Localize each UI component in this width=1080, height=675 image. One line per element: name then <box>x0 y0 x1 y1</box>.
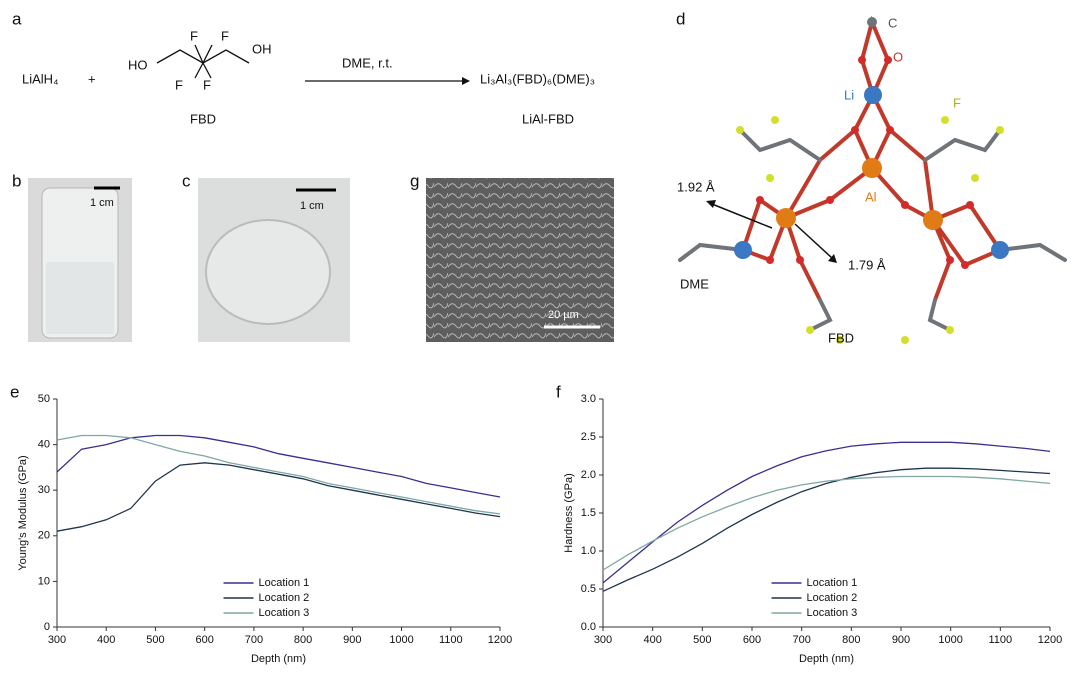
atom-label: F <box>953 95 961 110</box>
panel-label: b <box>12 171 21 190</box>
y-axis-label: Young's Modulus (GPa) <box>17 455 29 570</box>
distance-arrow <box>711 203 773 229</box>
x-tick-label: 500 <box>693 634 711 646</box>
scale-label: 20 µm <box>548 309 579 321</box>
ligand-label: FBD <box>828 330 854 345</box>
lithium-atom <box>864 86 882 104</box>
lithium-atom <box>734 241 752 259</box>
x-axis-label: Depth (nm) <box>251 653 306 665</box>
x-tick-label: 1000 <box>938 634 962 646</box>
ligand-label: DME <box>680 276 709 291</box>
y-tick-label: 2.5 <box>581 431 596 443</box>
fluorine: F <box>203 77 211 92</box>
x-tick-label: 700 <box>792 634 810 646</box>
x-axis-label: Depth (nm) <box>799 653 854 665</box>
fluorine-atoms <box>736 116 1004 344</box>
scale-label: 1 cm <box>300 200 324 212</box>
fluorine: F <box>190 28 198 43</box>
reactant-name: FBD <box>190 111 216 126</box>
x-tick-label: 900 <box>892 634 910 646</box>
x-tick-label: 800 <box>294 634 312 646</box>
x-tick-label: 300 <box>594 634 612 646</box>
y-axis-label: Hardness (GPa) <box>563 473 575 552</box>
hydroxyl: OH <box>252 41 272 56</box>
hydroxyl: HO <box>128 57 148 72</box>
lithium-atom <box>991 241 1009 259</box>
atom-label: Li <box>844 87 854 102</box>
panel-label: c <box>182 171 191 190</box>
x-tick-label: 1100 <box>439 634 463 646</box>
scale-label: 1 cm <box>90 197 114 209</box>
y-tick-label: 0.5 <box>581 583 596 595</box>
fbd-skeleton <box>156 44 250 79</box>
panel-label: g <box>410 171 419 190</box>
carbon-atom <box>867 17 877 27</box>
legend-label: Location 1 <box>807 577 858 589</box>
y-tick-label: 0.0 <box>581 621 596 633</box>
data-line <box>56 462 501 532</box>
legend-label: Location 1 <box>259 577 310 589</box>
y-tick-label: 2.0 <box>581 469 596 481</box>
aluminum-atom <box>923 210 943 230</box>
atom-label: C <box>888 15 897 30</box>
x-tick-label: 400 <box>643 634 661 646</box>
arrow-head <box>828 254 837 263</box>
y-tick-label: 40 <box>38 439 50 451</box>
data-line <box>56 434 501 515</box>
x-tick-label: 500 <box>146 634 164 646</box>
sem-image <box>426 178 614 342</box>
x-tick-label: 300 <box>48 634 66 646</box>
y-tick-label: 3.0 <box>581 393 596 405</box>
x-tick-label: 1200 <box>1038 634 1062 646</box>
product: Li₃Al₃(FBD)₆(DME)₃ <box>480 71 595 86</box>
data-line <box>56 434 501 498</box>
fluorine: F <box>175 77 183 92</box>
x-tick-label: 400 <box>97 634 115 646</box>
y-tick-label: 30 <box>38 484 50 496</box>
data-line <box>602 441 1051 584</box>
x-tick-label: 900 <box>343 634 361 646</box>
film <box>205 219 331 325</box>
panel-label: d <box>676 9 685 28</box>
arrow-head <box>706 200 716 208</box>
atom-label: Al <box>865 189 877 204</box>
distance-arrow <box>794 223 833 259</box>
reactant: LiAlH₄ <box>22 71 58 86</box>
distance-label: 1.79 Å <box>848 257 886 272</box>
conditions: DME, r.t. <box>342 55 393 70</box>
data-line <box>602 475 1051 571</box>
aluminum-atom <box>862 158 882 178</box>
x-tick-label: 800 <box>842 634 860 646</box>
y-tick-label: 1.0 <box>581 545 596 557</box>
liquid <box>46 262 114 334</box>
arrow-head <box>462 77 470 85</box>
x-tick-label: 1000 <box>389 634 413 646</box>
panel-label: a <box>12 9 22 28</box>
y-tick-label: 1.5 <box>581 507 596 519</box>
y-tick-label: 20 <box>38 530 50 542</box>
legend-label: Location 3 <box>807 607 858 619</box>
y-tick-label: 50 <box>38 393 50 405</box>
y-tick-label: 10 <box>38 575 50 587</box>
legend-label: Location 3 <box>259 607 310 619</box>
x-tick-label: 700 <box>245 634 263 646</box>
x-tick-label: 1200 <box>488 634 512 646</box>
y-tick-label: 0 <box>44 621 50 633</box>
x-tick-label: 600 <box>743 634 761 646</box>
oxygen-atoms <box>756 56 974 269</box>
product-name: LiAl-FBD <box>522 111 574 126</box>
panel-label: f <box>556 382 561 401</box>
distance-label: 1.92 Å <box>677 179 715 194</box>
x-tick-label: 1100 <box>989 634 1013 646</box>
legend-label: Location 2 <box>259 592 310 604</box>
data-line <box>602 467 1051 592</box>
fluorine: F <box>221 28 229 43</box>
plus: + <box>88 71 96 86</box>
x-tick-label: 600 <box>195 634 213 646</box>
legend-label: Location 2 <box>807 592 858 604</box>
aluminum-atom <box>776 208 796 228</box>
atom-label: O <box>893 49 903 64</box>
panel-label: e <box>10 382 19 401</box>
